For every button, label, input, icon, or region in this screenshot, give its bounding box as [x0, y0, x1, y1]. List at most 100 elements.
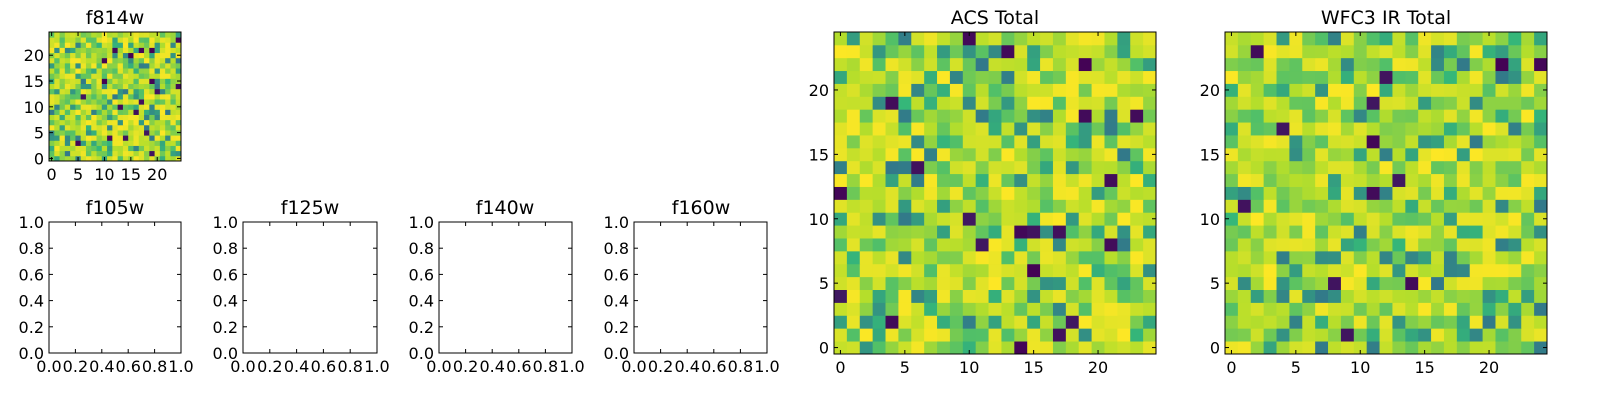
- heatmap-cell: [138, 52, 145, 59]
- heatmap-cell: [1534, 238, 1548, 252]
- heatmap-cell: [1104, 315, 1118, 329]
- heatmap-cell: [872, 70, 886, 84]
- heatmap-cell: [1418, 96, 1432, 110]
- heatmap-cell: [75, 62, 82, 69]
- heatmap-cell: [1052, 135, 1067, 149]
- heatmap-cell: [949, 57, 964, 72]
- heatmap-cell: [949, 122, 964, 136]
- y-tick-label: 20: [1200, 81, 1220, 100]
- heatmap-cell: [101, 104, 108, 110]
- heatmap-cell: [165, 52, 171, 59]
- heatmap-cell: [1143, 160, 1157, 175]
- heatmap-cell: [170, 42, 177, 48]
- panel-title: f125w: [281, 197, 340, 219]
- heatmap-cell: [154, 73, 161, 79]
- heatmap-cell: [1065, 238, 1080, 252]
- heatmap-cell: [154, 93, 161, 100]
- heatmap-cell: [133, 42, 140, 48]
- heatmap-cell: [1328, 147, 1342, 162]
- heatmap-cell: [975, 70, 989, 84]
- heatmap-cell: [138, 99, 145, 105]
- heatmap-cell: [1508, 83, 1522, 97]
- heatmap-cell: [117, 62, 124, 69]
- heatmap-cell: [1315, 173, 1329, 187]
- heatmap-cell: [159, 62, 166, 69]
- heatmap-cell: [70, 47, 76, 54]
- heatmap-cell: [1405, 173, 1419, 187]
- heatmap-cell: [1469, 250, 1483, 265]
- heatmap-cell: [1443, 109, 1458, 123]
- heatmap-cell: [54, 83, 60, 90]
- heatmap-cell: [1143, 212, 1157, 226]
- heatmap-cell: [1027, 70, 1041, 84]
- heatmap-cell: [101, 119, 108, 126]
- heatmap-cell: [1418, 328, 1432, 342]
- heatmap-cell: [70, 83, 76, 90]
- heatmap-cell: [1456, 96, 1471, 110]
- heatmap-cell: [80, 93, 87, 100]
- heatmap-cell: [133, 78, 140, 84]
- heatmap-cell: [159, 124, 166, 131]
- x-tick-label: 0.8: [728, 357, 753, 376]
- heatmap-cell: [949, 328, 964, 342]
- heatmap-cell: [70, 93, 76, 100]
- heatmap-cell: [1418, 289, 1432, 303]
- heatmap-cell: [170, 145, 177, 152]
- heatmap-cell: [1315, 135, 1329, 149]
- heatmap-cell: [924, 147, 938, 162]
- heatmap-cell: [1405, 238, 1419, 252]
- heatmap-cell: [1040, 160, 1054, 175]
- heatmap-cell: [1001, 135, 1015, 149]
- heatmap-cell: [75, 99, 82, 105]
- heatmap-cell: [1495, 289, 1509, 303]
- heatmap-cell: [1052, 147, 1067, 162]
- heatmap-cell: [1328, 302, 1342, 316]
- heatmap-cell: [117, 83, 124, 90]
- heatmap-cell: [112, 145, 119, 152]
- heatmap-cell: [133, 124, 140, 131]
- heatmap-cell: [165, 83, 171, 90]
- heatmap-cell: [1289, 328, 1303, 342]
- heatmap-cell: [1143, 173, 1157, 187]
- heatmap-cell: [1302, 83, 1316, 97]
- heatmap-cell: [1143, 96, 1157, 110]
- heatmap-cell: [1091, 173, 1105, 187]
- heatmap-cell: [1289, 276, 1303, 290]
- heatmap-cell: [937, 83, 951, 97]
- heatmap-cell: [165, 68, 171, 74]
- heatmap-cell: [1418, 147, 1432, 162]
- heatmap-cell: [1237, 263, 1252, 278]
- heatmap-cell: [75, 150, 82, 157]
- axes-frame: [48, 221, 182, 354]
- heatmap-cell: [859, 238, 874, 252]
- heatmap-cell: [122, 42, 129, 48]
- heatmap-cell: [175, 68, 182, 74]
- heatmap-cell: [834, 199, 848, 213]
- heatmap-cell: [1250, 199, 1265, 213]
- heatmap-cell: [59, 140, 66, 146]
- heatmap-cell: [1001, 212, 1015, 226]
- heatmap-cell: [1289, 289, 1303, 303]
- heatmap-cell: [1315, 70, 1329, 84]
- heatmap-cell: [1040, 147, 1054, 162]
- x-tick-label: 0.6: [701, 357, 726, 376]
- heatmap-cell: [75, 83, 82, 90]
- heatmap-cell: [924, 250, 938, 265]
- heatmap-cell: [1250, 135, 1265, 149]
- y-tick-label: 0.6: [409, 265, 434, 284]
- y-tick-label: 0: [1210, 339, 1220, 358]
- heatmap-cell: [1225, 186, 1239, 200]
- heatmap-cell: [1443, 250, 1458, 265]
- heatmap-cell: [133, 150, 140, 157]
- heatmap-cell: [1508, 302, 1522, 316]
- heatmap-cell: [64, 52, 71, 59]
- heatmap-cell: [1040, 225, 1054, 239]
- heatmap-cell: [91, 83, 97, 90]
- heatmap-cell: [1237, 250, 1252, 265]
- heatmap-cell: [1443, 238, 1458, 252]
- heatmap-cell: [1392, 57, 1406, 72]
- heatmap-cell: [1469, 186, 1483, 200]
- heatmap-cell: [117, 57, 124, 64]
- heatmap-cell: [859, 44, 874, 59]
- heatmap-cell: [112, 47, 119, 54]
